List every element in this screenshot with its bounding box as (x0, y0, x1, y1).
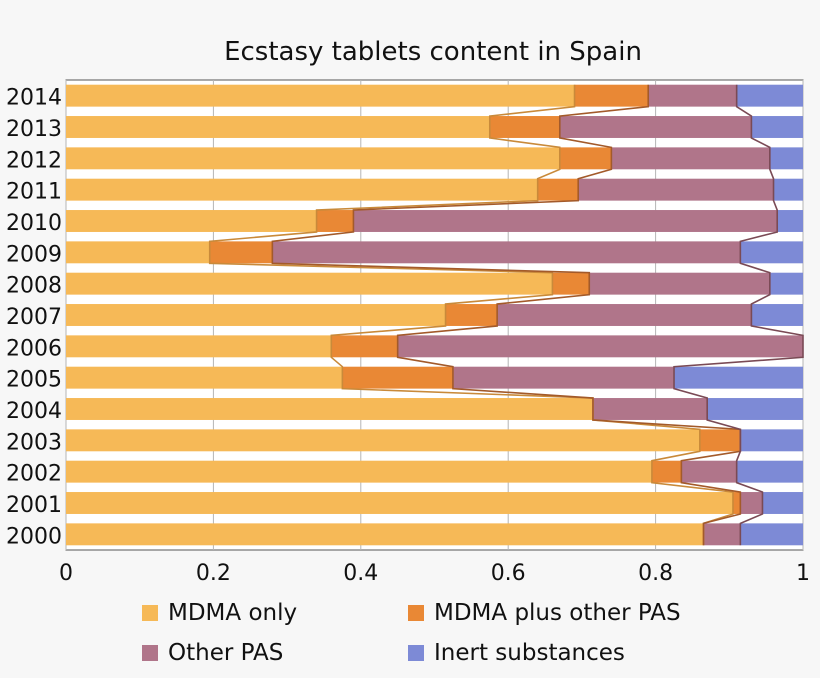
bar-segment (740, 523, 803, 546)
x-tick-label: 0.2 (196, 561, 231, 586)
bar-segment (537, 178, 579, 201)
bar-segment (66, 304, 446, 326)
y-tick-label: 2002 (6, 462, 62, 487)
bar-segment (66, 147, 560, 170)
bar-segment (497, 304, 752, 326)
bar-segment (397, 335, 803, 358)
bar-segment (592, 398, 708, 420)
bar-segment (578, 178, 774, 201)
bar-segment (574, 84, 649, 107)
bar-segment (66, 335, 332, 358)
bar-segment (674, 366, 803, 389)
y-tick-label: 2003 (6, 430, 62, 455)
bar-segment (66, 366, 343, 389)
bar-segment (740, 429, 803, 452)
bar-segment (681, 460, 737, 483)
legend: MDMA only MDMA plus other PAS Other PAS Ine… (0, 590, 820, 678)
y-tick-label: 2001 (6, 493, 62, 518)
bar-segment (66, 429, 700, 452)
y-tick-label: 2006 (6, 336, 62, 361)
bar-segment (66, 210, 317, 232)
bar-segment (703, 523, 741, 546)
legend-swatch (408, 605, 424, 621)
bar-segment (445, 304, 498, 326)
bar-segment (651, 460, 682, 483)
legend-swatch (142, 645, 158, 661)
x-tick-label: 0.6 (491, 561, 526, 586)
bar-segment (773, 178, 803, 201)
x-tick-label: 0.8 (638, 561, 673, 586)
bar-segment (736, 460, 803, 483)
legend-label: Other PAS (168, 640, 284, 666)
series-boundary-line (208, 84, 734, 546)
bar-segment (66, 241, 210, 264)
bar-segment (559, 147, 612, 170)
bar-segment (353, 210, 778, 232)
legend-item: Other PAS (142, 640, 283, 666)
bar-segment (648, 84, 737, 107)
y-tick-label: 2000 (6, 524, 62, 549)
bar-segment (740, 492, 763, 514)
bar-segment (769, 147, 803, 170)
bar-segment (452, 366, 675, 389)
bar-segment (589, 272, 770, 295)
bar-segment (732, 492, 741, 514)
legend-item: MDMA plus other PAS (408, 600, 681, 626)
bar-segment (331, 335, 398, 358)
legend-label: MDMA only (168, 600, 298, 626)
bar-segment (209, 241, 273, 264)
series-boundary-line (673, 84, 804, 546)
bar-segment (66, 84, 575, 107)
bar-segment (66, 272, 553, 295)
legend-item: MDMA only (142, 600, 297, 626)
bar-segment (751, 116, 803, 138)
x-tick-label: 0 (59, 561, 73, 586)
y-tick-label: 2009 (6, 242, 62, 267)
bar-segment (489, 116, 560, 138)
bar-segment (66, 492, 733, 514)
y-tick-label: 2012 (6, 148, 62, 173)
bar-segment (736, 84, 803, 107)
legend-label: MDMA plus other PAS (434, 600, 681, 626)
y-tick-label: 2013 (6, 117, 62, 142)
bar-segment (751, 304, 803, 326)
bar-segment (66, 460, 652, 483)
bar-segment (611, 147, 770, 170)
y-tick-label: 2005 (6, 368, 62, 393)
bar-segment (272, 241, 741, 264)
bar-segment (66, 523, 704, 546)
bar-segment (66, 178, 538, 201)
y-tick-label: 2010 (6, 211, 62, 236)
bar-segment (342, 366, 453, 389)
legend-swatch (408, 645, 424, 661)
bar-segment (552, 272, 590, 295)
legend-item: Inert substances (408, 640, 625, 666)
y-tick-label: 2014 (6, 86, 62, 111)
bar-segment (762, 492, 803, 514)
bar-segment (66, 398, 593, 420)
x-tick-label: 0.4 (343, 561, 378, 586)
legend-label: Inert substances (434, 640, 625, 666)
y-tick-label: 2008 (6, 274, 62, 299)
x-tick-label: 1 (796, 561, 810, 586)
bar-segment (316, 210, 354, 232)
chart-title: Ecstasy tablets content in Spain (224, 37, 642, 67)
bar-segment (707, 398, 803, 420)
chart-svg: Ecstasy tablets content in Spain 2014 201… (6, 37, 810, 586)
bar-segment (740, 241, 803, 264)
bar-segment (777, 210, 803, 232)
bar-segment (559, 116, 752, 138)
bar-segment (66, 116, 490, 138)
y-tick-label: 2007 (6, 305, 62, 330)
series-boundary-line (271, 84, 742, 546)
legend-swatch (142, 605, 158, 621)
y-tick-label: 2004 (6, 399, 62, 424)
bar-segment (699, 429, 741, 452)
y-tick-label: 2011 (6, 180, 62, 205)
bar-segment (769, 272, 803, 295)
